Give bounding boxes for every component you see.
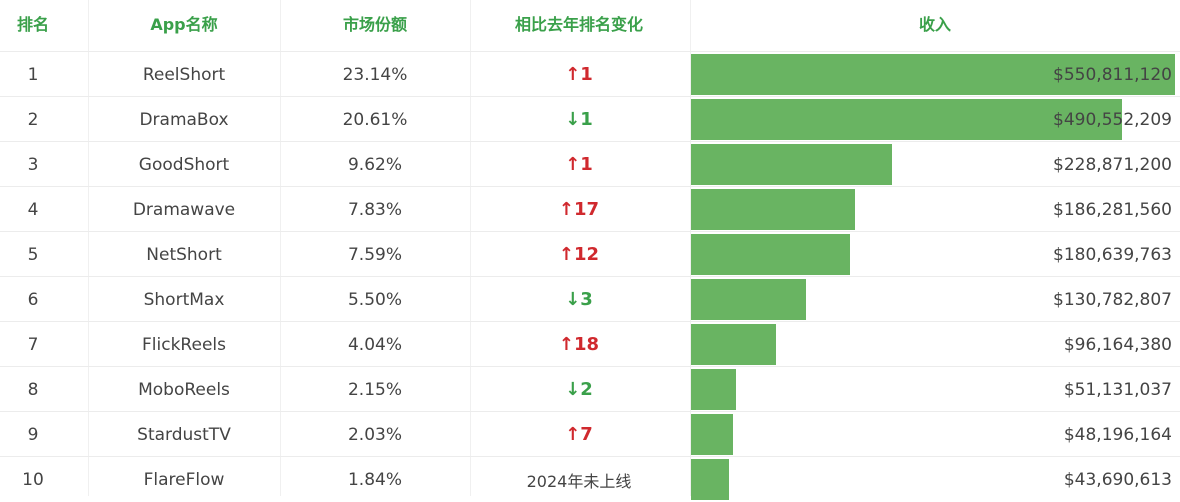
app-name-cell: GoodShort bbox=[138, 154, 230, 175]
rank-cell: 4 bbox=[27, 199, 39, 220]
revenue-bar bbox=[691, 189, 855, 230]
rank-change-cell: ↑18 bbox=[558, 334, 600, 355]
app-name-cell: DramaBox bbox=[139, 109, 229, 130]
revenue-bar bbox=[691, 324, 776, 365]
table-row: 2 DramaBox 20.61% ↓1 $490,552,209 bbox=[0, 96, 1180, 142]
rank-cell: 1 bbox=[27, 64, 39, 85]
rank-cell: 10 bbox=[22, 469, 44, 490]
rank-change-cell: 2024年未上线 bbox=[526, 471, 632, 491]
rank-cell: 8 bbox=[27, 379, 39, 400]
column-divider bbox=[470, 0, 471, 496]
revenue-bar bbox=[691, 369, 736, 410]
rank-change-cell: ↓1 bbox=[565, 109, 593, 130]
revenue-value-label: $180,639,763 bbox=[1053, 244, 1172, 265]
revenue-value-label: $130,782,807 bbox=[1053, 289, 1172, 310]
table-row: 6 ShortMax 5.50% ↓3 $130,782,807 bbox=[0, 276, 1180, 322]
header-rank-change: 相比去年排名变化 bbox=[514, 14, 643, 34]
market-share-cell: 2.15% bbox=[347, 379, 402, 400]
market-share-cell: 23.14% bbox=[342, 64, 408, 85]
app-name-cell: FlickReels bbox=[142, 334, 226, 355]
revenue-bar bbox=[691, 459, 730, 500]
market-share-cell: 5.50% bbox=[347, 289, 402, 310]
market-share-cell: 7.83% bbox=[347, 199, 402, 220]
header-rank: 排名 bbox=[16, 14, 49, 34]
market-share-cell: 7.59% bbox=[347, 244, 402, 265]
table-row: 8 MoboReels 2.15% ↓2 $51,131,037 bbox=[0, 366, 1180, 412]
header-revenue: 收入 bbox=[918, 14, 951, 34]
market-share-cell: 20.61% bbox=[342, 109, 408, 130]
revenue-value-label: $550,811,120 bbox=[1053, 64, 1172, 85]
column-divider bbox=[280, 0, 281, 496]
table-row: 10 FlareFlow 1.84% 2024年未上线 $43,690,613 bbox=[0, 456, 1180, 502]
revenue-value-label: $51,131,037 bbox=[1063, 379, 1172, 400]
table-row: 9 StardustTV 2.03% ↑7 $48,196,164 bbox=[0, 411, 1180, 457]
rank-cell: 9 bbox=[27, 424, 39, 445]
rank-cell: 6 bbox=[27, 289, 39, 310]
revenue-bar bbox=[691, 99, 1123, 140]
app-name-cell: NetShort bbox=[146, 244, 222, 265]
revenue-bar bbox=[691, 279, 806, 320]
revenue-value-label: $43,690,613 bbox=[1063, 469, 1172, 490]
revenue-value-label: $186,281,560 bbox=[1053, 199, 1172, 220]
revenue-value-label: $48,196,164 bbox=[1063, 424, 1172, 445]
rank-change-cell: ↑1 bbox=[565, 64, 593, 85]
table-row: 4 Dramawave 7.83% ↑17 $186,281,560 bbox=[0, 186, 1180, 232]
rank-change-cell: ↑7 bbox=[565, 424, 593, 445]
revenue-bar bbox=[691, 234, 850, 275]
app-name-cell: Dramawave bbox=[132, 199, 236, 220]
app-name-cell: ReelShort bbox=[142, 64, 226, 85]
rank-change-cell: ↑1 bbox=[565, 154, 593, 175]
header-row: 排名 App名称 市场份额 相比去年排名变化 收入 bbox=[0, 0, 1180, 45]
market-share-cell: 2.03% bbox=[347, 424, 402, 445]
table-row: 1 ReelShort 23.14% ↑1 $550,811,120 bbox=[0, 51, 1180, 97]
revenue-bar bbox=[691, 54, 1175, 95]
market-share-cell: 1.84% bbox=[347, 469, 402, 490]
app-name-cell: FlareFlow bbox=[143, 469, 225, 490]
column-divider bbox=[690, 0, 691, 496]
rank-change-cell: ↓2 bbox=[565, 379, 593, 400]
market-share-cell: 9.62% bbox=[347, 154, 402, 175]
app-name-cell: StardustTV bbox=[137, 424, 231, 445]
revenue-value-label: $96,164,380 bbox=[1063, 334, 1172, 355]
table-row: 7 FlickReels 4.04% ↑18 $96,164,380 bbox=[0, 321, 1180, 367]
column-divider bbox=[88, 0, 89, 496]
rank-cell: 5 bbox=[27, 244, 39, 265]
header-market-share: 市场份额 bbox=[342, 14, 407, 34]
rank-change-cell: ↑12 bbox=[558, 244, 600, 265]
app-name-cell: ShortMax bbox=[143, 289, 225, 310]
revenue-value-label: $490,552,209 bbox=[1053, 109, 1172, 130]
table-row: 5 NetShort 7.59% ↑12 $180,639,763 bbox=[0, 231, 1180, 277]
rank-change-cell: ↓3 bbox=[565, 289, 593, 310]
rank-cell: 7 bbox=[27, 334, 39, 355]
header-app-name: App名称 bbox=[150, 14, 218, 34]
revenue-value-label: $228,871,200 bbox=[1053, 154, 1172, 175]
revenue-bar bbox=[691, 414, 734, 455]
rank-cell: 3 bbox=[27, 154, 39, 175]
rank-cell: 2 bbox=[27, 109, 39, 130]
table-row: 3 GoodShort 9.62% ↑1 $228,871,200 bbox=[0, 141, 1180, 187]
revenue-bar bbox=[691, 144, 893, 185]
app-name-cell: MoboReels bbox=[138, 379, 230, 400]
market-share-cell: 4.04% bbox=[347, 334, 402, 355]
rank-change-cell: ↑17 bbox=[558, 199, 600, 220]
